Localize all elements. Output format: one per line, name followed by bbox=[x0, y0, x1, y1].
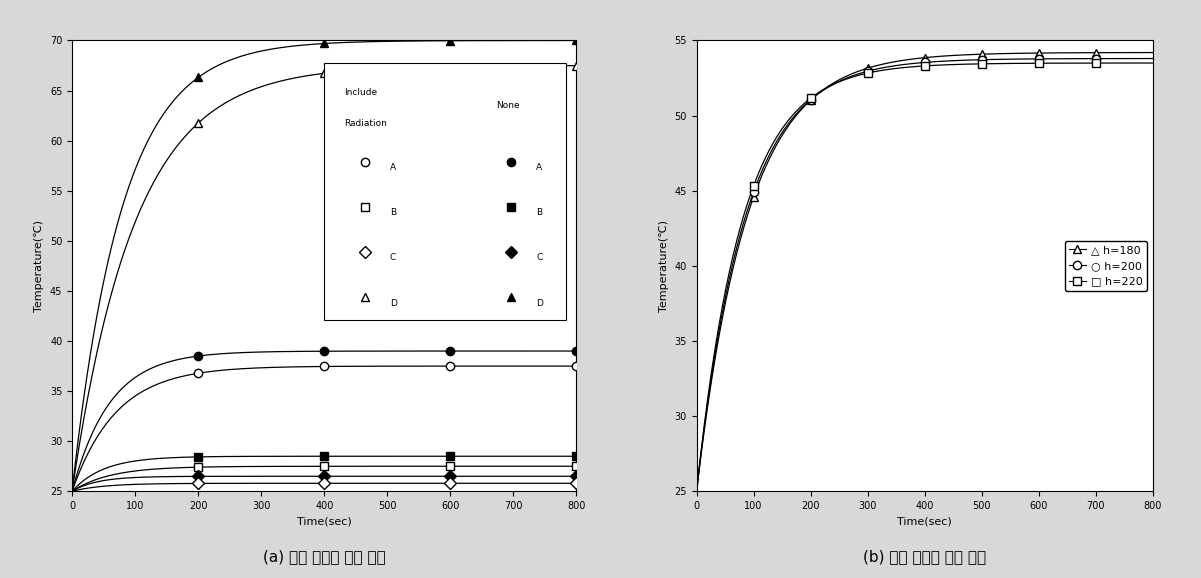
Text: Radiation: Radiation bbox=[345, 119, 387, 128]
Text: C: C bbox=[536, 254, 543, 262]
Text: C: C bbox=[390, 254, 396, 262]
Text: A: A bbox=[536, 164, 542, 172]
Text: B: B bbox=[390, 209, 396, 217]
Text: (b) 대류 열전달 계수 변화: (b) 대류 열전달 계수 변화 bbox=[864, 549, 986, 564]
Y-axis label: Temperature(℃): Temperature(℃) bbox=[659, 220, 669, 312]
X-axis label: Time(sec): Time(sec) bbox=[297, 517, 352, 527]
Text: D: D bbox=[536, 299, 543, 307]
Text: None: None bbox=[496, 101, 519, 110]
X-axis label: Time(sec): Time(sec) bbox=[897, 517, 952, 527]
FancyBboxPatch shape bbox=[324, 63, 567, 320]
Y-axis label: Temperature(℃): Temperature(℃) bbox=[35, 220, 44, 312]
Text: A: A bbox=[390, 164, 396, 172]
Legend: △ h=180, ○ h=200, □ h=220: △ h=180, ○ h=200, □ h=220 bbox=[1064, 241, 1147, 291]
Text: (a) 복사 열전달 계수 변화: (a) 복사 열전달 계수 변화 bbox=[263, 549, 386, 564]
Text: D: D bbox=[390, 299, 396, 307]
Text: B: B bbox=[536, 209, 542, 217]
Text: Include: Include bbox=[345, 87, 377, 97]
